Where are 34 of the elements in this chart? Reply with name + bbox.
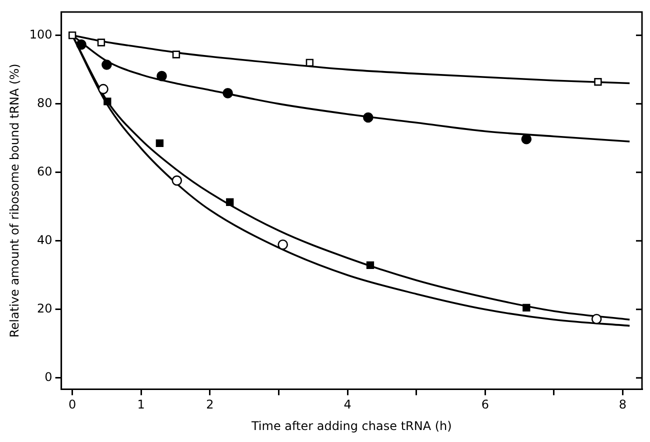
x-tick-label: 1 (137, 398, 145, 412)
y-tick-label: 40 (37, 232, 52, 247)
point (522, 304, 530, 312)
point (278, 239, 288, 250)
y-tick-label: 60 (37, 164, 52, 178)
point (591, 314, 602, 324)
x-tick-label: 2 (206, 398, 214, 412)
y-axis-title: Relative amount of ribosome bound tRNA (%) (7, 64, 22, 338)
y-tick-label: 80 (37, 96, 52, 110)
point (226, 198, 234, 206)
point (104, 98, 112, 106)
point (306, 58, 314, 67)
point (172, 175, 182, 186)
point (156, 139, 164, 148)
point (222, 88, 233, 98)
point (76, 39, 86, 50)
x-tick-label: 0 (68, 398, 76, 412)
point (366, 261, 374, 270)
point (68, 31, 76, 40)
point (97, 38, 106, 46)
y-tick-label: 0 (44, 370, 52, 384)
x-tick-label: 4 (344, 398, 352, 412)
point (172, 50, 180, 58)
point (521, 134, 532, 144)
point (363, 112, 374, 123)
y-tick-label: 100 (29, 27, 52, 42)
y-tick-label: 20 (37, 302, 52, 316)
point (98, 84, 108, 94)
x-tick-label: 6 (481, 398, 489, 412)
x-axis-title: Time after adding chase tRNA (h) (250, 418, 452, 433)
point (102, 60, 112, 70)
point (594, 78, 602, 86)
point (156, 70, 167, 82)
x-tick-label: 8 (618, 398, 627, 412)
